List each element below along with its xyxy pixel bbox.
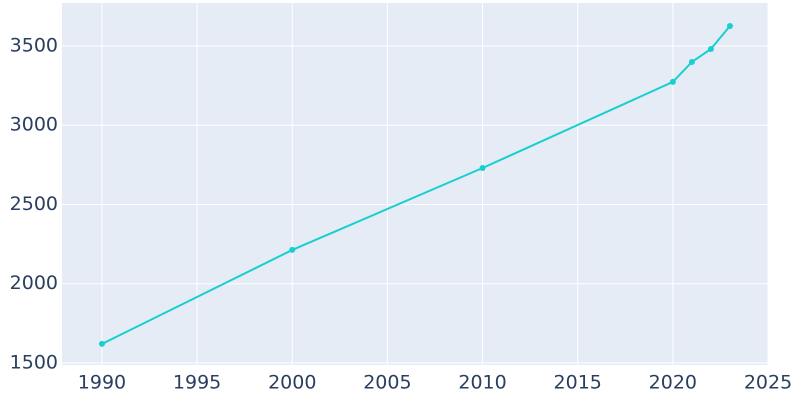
- point: [707, 45, 714, 52]
- point: [98, 340, 105, 347]
- x-tick-label: 2025: [744, 372, 792, 394]
- y-tick-label: 1500: [10, 351, 58, 373]
- y-tick-label: 3500: [10, 34, 58, 56]
- x-tick-label: 2010: [458, 372, 506, 394]
- x-tick-label: 2005: [363, 372, 411, 394]
- point: [479, 164, 486, 171]
- x-tick-label: 2015: [554, 372, 602, 394]
- point: [726, 22, 733, 29]
- x-tick-label: 1990: [78, 372, 126, 394]
- y-tick-label: 2000: [10, 272, 58, 294]
- point: [688, 58, 695, 65]
- point: [669, 78, 676, 85]
- x-tick-label: 1995: [173, 372, 221, 394]
- point: [289, 246, 296, 253]
- y-tick-label: 2500: [10, 193, 58, 215]
- y-tick-label: 3000: [10, 114, 58, 136]
- x-tick-label: 2000: [268, 372, 316, 394]
- x-tick-label: 2020: [649, 372, 697, 394]
